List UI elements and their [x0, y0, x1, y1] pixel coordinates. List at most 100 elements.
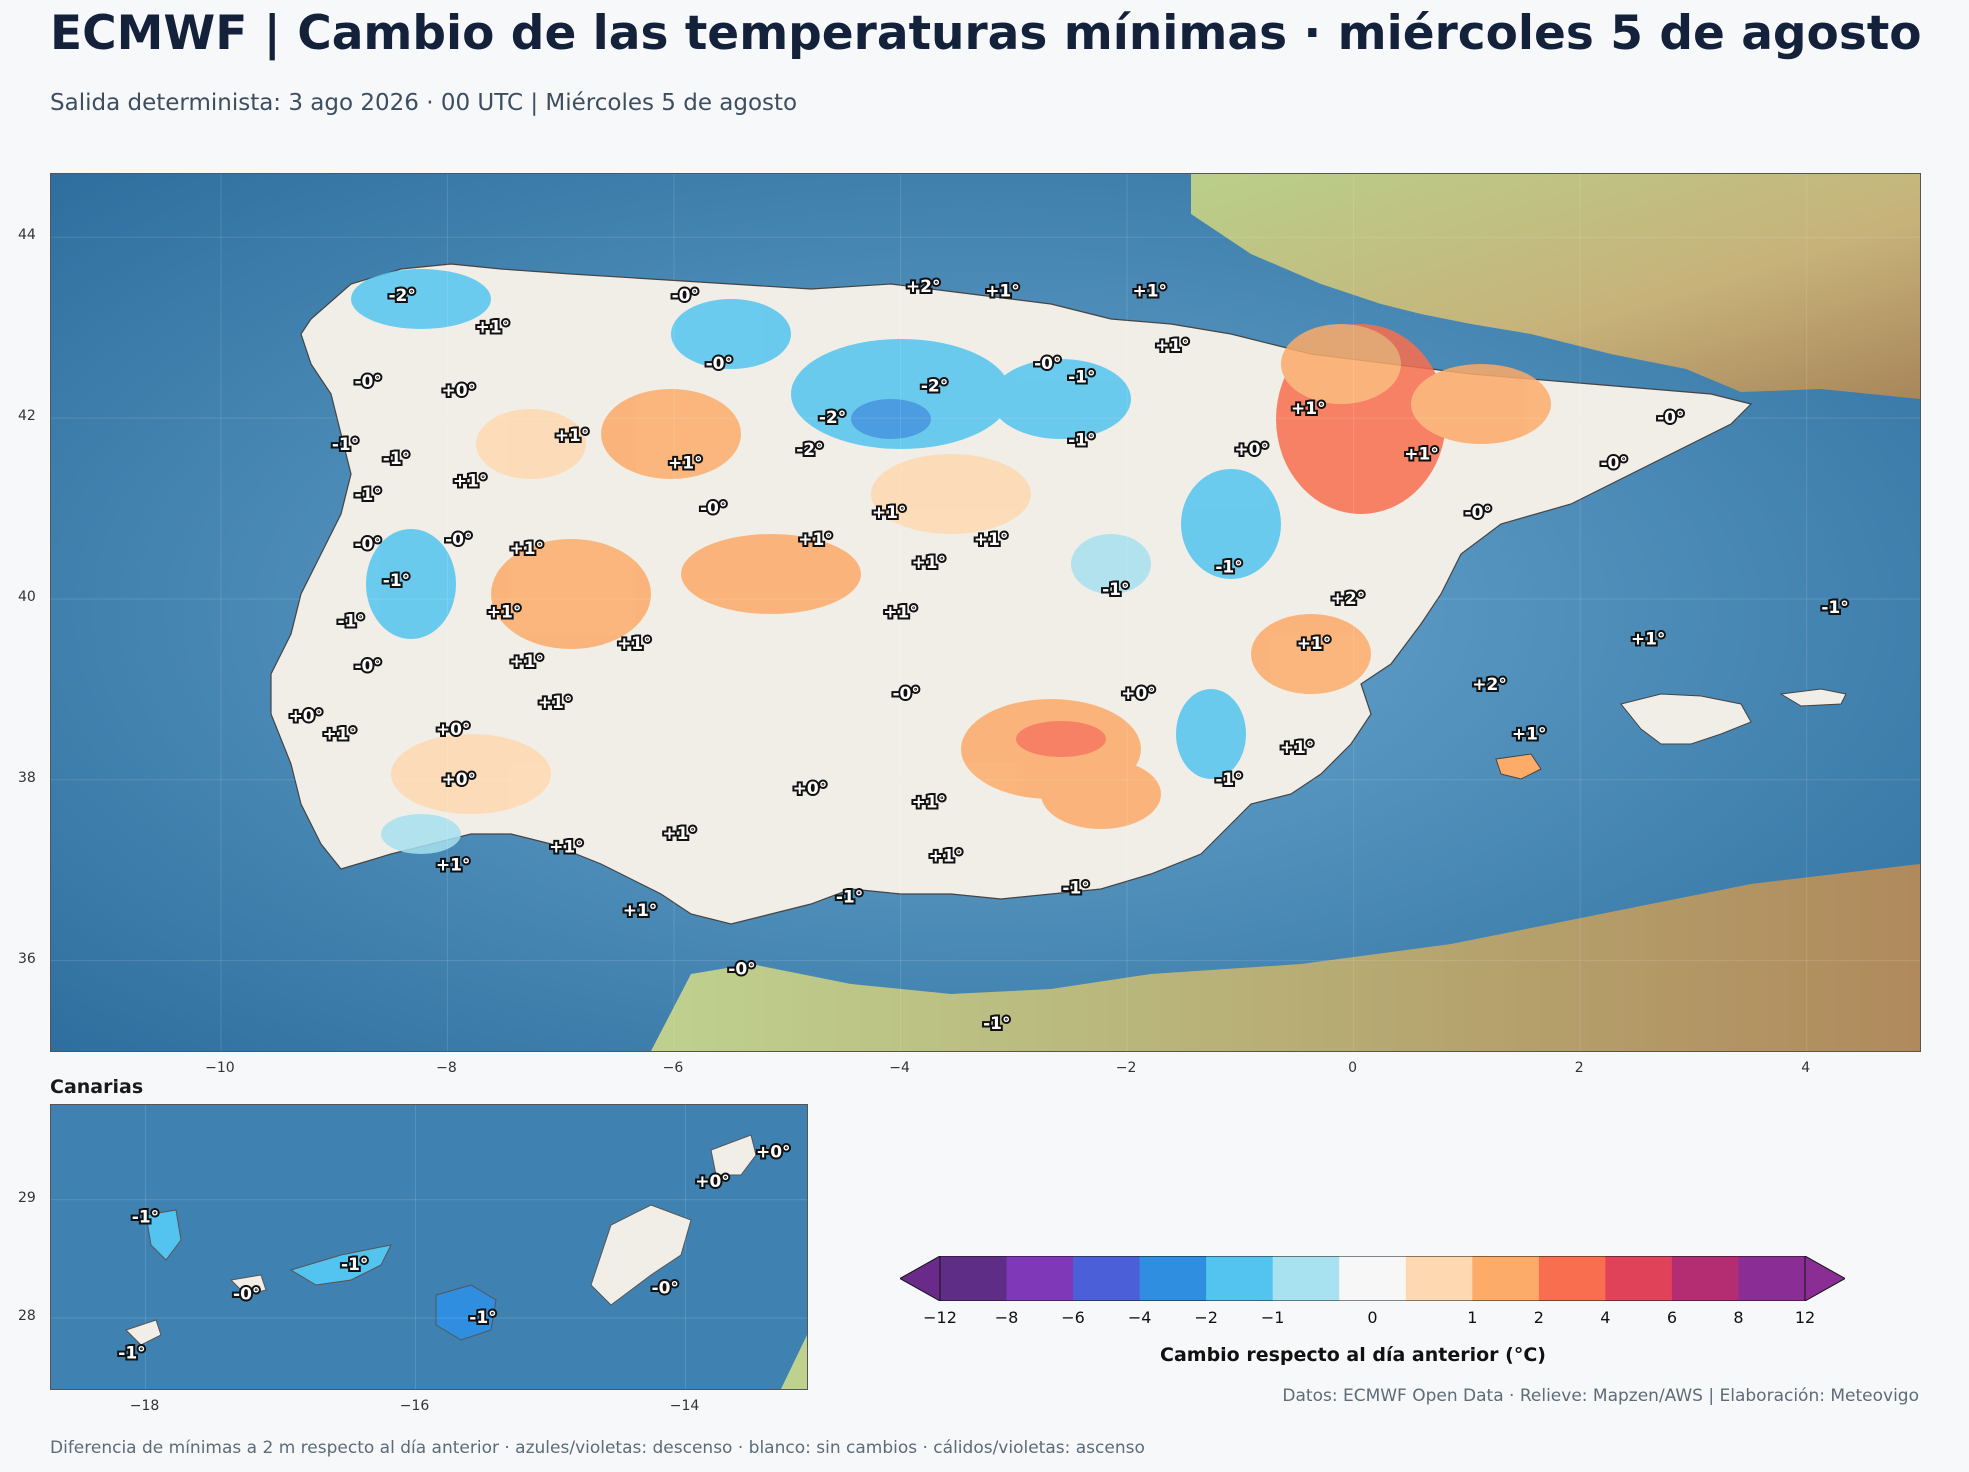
canary-map[interactable]: +0° +0° -1° -0° -1° -0° -1° -1° — [50, 1104, 808, 1390]
main_map-value-label: -0° — [706, 354, 733, 374]
main_map-value-label: +1° — [555, 426, 590, 446]
main-map[interactable]: -2° -0° +2° +1° +1° +1° +1° -0° -0° -1° -0° +0° -2° +… — [50, 173, 1921, 1052]
main_map-lat-tick-label: 44 — [18, 227, 36, 244]
africa-landmass — [651, 864, 1920, 1051]
page-title: ECMWF | Cambio de las temperaturas mínim… — [50, 6, 1922, 61]
main_map-value-label: +1° — [872, 503, 907, 523]
tenerife-island — [289, 1244, 392, 1286]
main_map-value-label: +1° — [475, 318, 510, 338]
main_map-value-label: +2° — [1472, 675, 1507, 695]
colorbar-segment — [1272, 1256, 1340, 1301]
main_map-lon-tick-label: −4 — [889, 1060, 910, 1076]
main_map-value-label: +1° — [617, 634, 652, 654]
colorbar-tick-label: 1 — [1467, 1308, 1478, 1327]
main_map-value-label: +0° — [1234, 440, 1269, 460]
france-landmass — [1191, 174, 1920, 399]
canary-value-labels: +0° +0° -1° -0° -1° -0° -1° -1° — [116, 1140, 792, 1365]
main_map-value-label: +1° — [323, 725, 358, 745]
main_map-value-label: +0° — [441, 770, 476, 790]
main_map-value-label: +1° — [912, 792, 947, 812]
colorbar-tick-label: 12 — [1794, 1308, 1816, 1327]
canary_map-value-label: -1° — [132, 1207, 159, 1227]
canary_map-value-label: +0° — [756, 1142, 791, 1162]
main_map-value-label: +1° — [929, 847, 964, 867]
main_map-value-label: +1° — [487, 603, 522, 623]
colorbar-segment — [1073, 1256, 1141, 1301]
main_map-value-label: -1° — [1062, 878, 1089, 898]
main_map-value-label: +2° — [906, 277, 941, 297]
main_map-value-label: +1° — [623, 901, 658, 921]
main_map-value-label: +0° — [1121, 684, 1156, 704]
main_map-value-label: -1° — [1068, 431, 1095, 451]
main_map-value-label: +1° — [1280, 738, 1315, 758]
colorbar-tick-label: 6 — [1666, 1308, 1678, 1327]
main_map-value-label: +0° — [436, 720, 471, 740]
colorbar-segment — [1472, 1256, 1540, 1301]
main_map-lat-tick-label: 36 — [18, 950, 36, 967]
main_map-value-label: -0° — [354, 372, 381, 392]
main_map-value-label: +1° — [538, 693, 573, 713]
colorbar-extend-high — [1804, 1256, 1845, 1301]
main_map-value-label: +1° — [974, 530, 1009, 550]
canary_map-value-label: -1° — [341, 1255, 368, 1275]
canary_map-lat-tick-label: 29 — [18, 1189, 36, 1206]
main_map-value-label: +0° — [289, 706, 324, 726]
main_map-lon-tick-label: −2 — [1115, 1060, 1137, 1076]
canary_map-value-label: +0° — [695, 1172, 730, 1192]
main_map-value-label: -0° — [354, 657, 381, 677]
main_map-lon-tick-label: −10 — [205, 1060, 235, 1076]
main_map-value-label: -1° — [983, 1014, 1010, 1034]
main_map-value-label: +1° — [1155, 336, 1190, 356]
colorbar-tick-label: −8 — [994, 1308, 1019, 1327]
africa-coast-canary — [781, 1335, 807, 1389]
colorbar-segment — [940, 1256, 1008, 1301]
colorbar-tick-label: 4 — [1600, 1308, 1611, 1327]
main_map-lat-tick-label: 40 — [18, 588, 36, 605]
main_map-value-label: +0° — [441, 381, 476, 401]
main-gridlines — [51, 174, 1920, 1051]
colorbar — [900, 1256, 1845, 1301]
colorbar-tick-label: −2 — [1194, 1308, 1218, 1327]
main_map-value-label: -1° — [383, 449, 410, 469]
main_map-value-label: -1° — [836, 887, 863, 907]
main_map-value-label: +0° — [793, 779, 828, 799]
main_map-value-label: +1° — [509, 652, 544, 672]
colorbar-segment — [1139, 1256, 1207, 1301]
main_map-value-label: +1° — [1631, 630, 1666, 650]
canary_map-lon-tick-label: −16 — [399, 1398, 430, 1414]
colorbar-segment — [1006, 1256, 1074, 1301]
anomaly-fields — [351, 269, 1551, 854]
main_map-value-label: -2° — [388, 286, 415, 306]
canary_map-value-label: -1° — [118, 1344, 145, 1364]
main_map-value-label: +1° — [1512, 725, 1547, 745]
la-gomera-island — [229, 1274, 267, 1296]
fuerteventura-island — [590, 1204, 692, 1306]
canary_map-lon-tick-label: −14 — [669, 1398, 700, 1414]
canary-gridlines — [51, 1105, 807, 1389]
canary-map-title: Canarias — [50, 1076, 144, 1098]
main_map-value-label: -1° — [383, 571, 410, 591]
main_map-value-label: +1° — [985, 282, 1020, 302]
data-credits: Datos: ECMWF Open Data · Relieve: Mapzen… — [1282, 1386, 1919, 1406]
main_map-value-label: -0° — [445, 530, 472, 550]
main_map-value-label: -2° — [921, 376, 948, 396]
main_map-lon-tick-label: 4 — [1801, 1060, 1811, 1076]
colorbar-tick-label: −12 — [923, 1308, 957, 1327]
canary_map-value-label: -0° — [233, 1284, 260, 1304]
colorbar-tick-label: −1 — [1260, 1308, 1285, 1327]
main_map-value-label: +1° — [1297, 634, 1332, 654]
main_map-value-label: -2° — [819, 408, 846, 428]
colorbar-extend-low — [900, 1256, 941, 1301]
main_map-value-label: -0° — [728, 960, 755, 980]
main_map-value-label: -0° — [700, 499, 727, 519]
canary_map-lat-tick-label: 28 — [18, 1308, 36, 1324]
colorbar-tick-label: −4 — [1127, 1308, 1152, 1327]
main_map-lon-tick-label: −6 — [662, 1060, 684, 1076]
main_map-value-label: +1° — [912, 553, 947, 573]
colorbar-tick-label: −6 — [1061, 1308, 1085, 1327]
main_map-value-label: -0° — [1657, 408, 1684, 428]
el-hierro-island — [125, 1319, 162, 1346]
lanzarote-island — [710, 1134, 757, 1176]
main_map-value-label: -1° — [1068, 367, 1095, 387]
main_map-value-label: -1° — [354, 485, 381, 505]
